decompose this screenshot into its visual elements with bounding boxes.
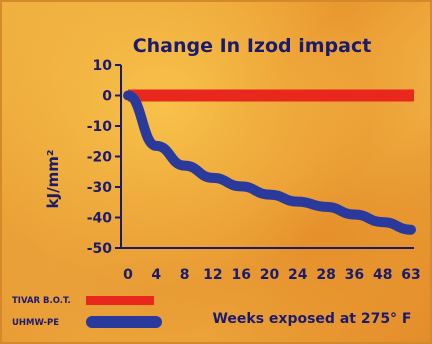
x-tick-label: 28 <box>316 267 335 283</box>
legend: TIVAR B.O.T. UHMW-PE <box>12 296 162 328</box>
x-tick-label: 48 <box>373 267 392 283</box>
legend-swatch-tivar <box>86 296 154 305</box>
legend-item-tivar: TIVAR B.O.T. <box>12 296 154 306</box>
x-axis-label: Weeks exposed at 275° F <box>212 311 411 327</box>
plot-area: 100-10-20-30-40-500 4 8 12 16 20 24 28 36 48 63 <box>87 58 421 283</box>
x-tick-label: 63 <box>401 267 420 283</box>
x-tick-label: 12 <box>203 267 222 283</box>
legend-label-tivar: TIVAR B.O.T. <box>12 296 71 306</box>
y-tick-label: 0 <box>102 89 112 105</box>
chart-title: Change In Izod impact <box>133 35 372 57</box>
y-axis-label: kJ/mm² <box>44 150 62 209</box>
x-tick-label: 16 <box>231 267 250 283</box>
legend-label-uhmw: UHMW-PE <box>12 318 59 328</box>
y-tick-label: 10 <box>93 58 113 74</box>
legend-swatch-uhmw <box>86 316 162 328</box>
x-tick-label: 0 <box>123 267 133 283</box>
x-tick-label: 4 <box>151 267 161 283</box>
x-tick-label: 24 <box>288 267 308 283</box>
x-tick-label: 36 <box>345 267 364 283</box>
izod-impact-chart: Change In Izod impact 10 0 -10 -20 -30 -40 -50… <box>12 35 421 328</box>
x-tick-label: 8 <box>180 267 190 283</box>
y-tick-label: -30 <box>87 180 113 196</box>
y-tick-label: -50 <box>87 241 113 257</box>
series-line-uhmw <box>123 90 416 235</box>
legend-item-uhmw: UHMW-PE <box>12 316 162 328</box>
y-tick-label: -40 <box>87 211 113 227</box>
y-tick-label: -10 <box>87 119 113 135</box>
x-tick-label: 20 <box>260 267 280 283</box>
y-tick-label: -20 <box>87 150 113 166</box>
